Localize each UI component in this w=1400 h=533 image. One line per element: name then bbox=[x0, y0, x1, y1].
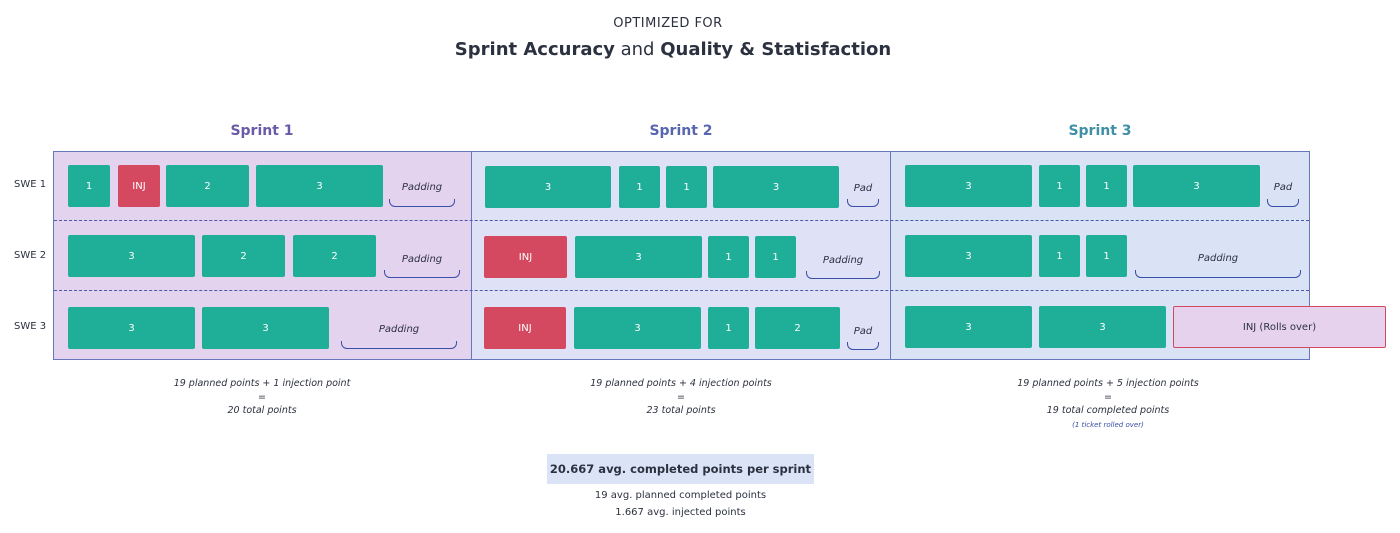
ticket: 3 bbox=[256, 165, 383, 207]
sprint-2-title: Sprint 2 bbox=[649, 123, 713, 139]
average-points-box: 20.667 avg. completed points per sprint bbox=[547, 454, 814, 484]
ticket: 3 bbox=[905, 235, 1032, 277]
ticket: 1 bbox=[1039, 165, 1080, 207]
ticket: 3 bbox=[68, 307, 195, 349]
ticket: 3 bbox=[574, 307, 701, 349]
ticket: 3 bbox=[575, 236, 702, 278]
padding-label: Padding bbox=[378, 324, 420, 335]
average-injected: 1.667 avg. injected points bbox=[615, 507, 746, 518]
summary-total: 20 total points bbox=[227, 405, 297, 416]
ticket: 1 bbox=[708, 236, 749, 278]
ticket: 3 bbox=[68, 235, 195, 277]
padding-label: Padding bbox=[401, 254, 443, 265]
average-planned: 19 avg. planned completed points bbox=[594, 490, 767, 501]
rollover-note: (1 ticket rolled over) bbox=[1072, 421, 1144, 429]
ticket: 1 bbox=[68, 165, 110, 207]
row-divider bbox=[54, 220, 1309, 221]
ticket: 3 bbox=[713, 166, 839, 208]
header-kicker: OPTIMIZED FOR bbox=[613, 16, 723, 31]
summary-equals: = bbox=[1104, 392, 1112, 403]
summary-line: 19 planned points + 5 injection points bbox=[1017, 378, 1199, 389]
ticket: 3 bbox=[485, 166, 611, 208]
ticket: 1 bbox=[755, 236, 796, 278]
ticket: 2 bbox=[202, 235, 285, 277]
ticket: 3 bbox=[905, 165, 1032, 207]
summary-total: 23 total points bbox=[646, 405, 716, 416]
ticket: 1 bbox=[708, 307, 749, 349]
padding-brace bbox=[384, 270, 460, 278]
row-label-swe-3: SWE 3 bbox=[14, 321, 47, 332]
rolled-over-injection-ticket: INJ (Rolls over) bbox=[1173, 306, 1386, 348]
title-sprint-accuracy: Sprint Accuracy bbox=[454, 39, 615, 60]
padding-brace bbox=[341, 341, 457, 349]
ticket: 3 bbox=[202, 307, 329, 349]
ticket: 1 bbox=[666, 166, 707, 208]
row-label-swe-2: SWE 2 bbox=[14, 250, 47, 261]
ticket: 1 bbox=[1086, 165, 1127, 207]
summary-equals: = bbox=[677, 392, 685, 403]
injection-ticket: INJ bbox=[484, 307, 566, 349]
row-label-swe-1: SWE 1 bbox=[14, 179, 47, 190]
ticket: 2 bbox=[755, 307, 840, 349]
ticket: 2 bbox=[293, 235, 376, 277]
padding-label: Pad bbox=[1273, 182, 1293, 193]
summary-line: 19 planned points + 1 injection point bbox=[173, 378, 351, 389]
ticket: 1 bbox=[1039, 235, 1080, 277]
header-title: Sprint Accuracy and Quality & Statisfact… bbox=[0, 39, 1346, 60]
padding-brace bbox=[806, 271, 880, 279]
padding-label: Padding bbox=[822, 255, 864, 266]
title-join: and bbox=[614, 39, 661, 60]
padding-brace bbox=[847, 342, 879, 350]
padding-brace bbox=[847, 199, 879, 207]
ticket: 3 bbox=[1039, 306, 1166, 348]
padding-label: Padding bbox=[1197, 253, 1239, 264]
summary-line: 19 planned points + 4 injection points bbox=[590, 378, 772, 389]
ticket: 1 bbox=[1086, 235, 1127, 277]
padding-label: Pad bbox=[853, 183, 873, 194]
injection-ticket: INJ bbox=[118, 165, 160, 207]
padding-label: Pad bbox=[853, 326, 873, 337]
sprint-3-summary: 19 planned points + 5 injection points =… bbox=[948, 377, 1268, 432]
sprint-1-title: Sprint 1 bbox=[230, 123, 294, 139]
summary-total: 19 total completed points bbox=[1046, 405, 1170, 416]
injection-ticket: INJ bbox=[484, 236, 567, 278]
summary-equals: = bbox=[258, 392, 266, 403]
sprint-1-summary: 19 planned points + 1 injection point = … bbox=[102, 377, 422, 418]
padding-brace bbox=[1135, 270, 1301, 278]
padding-label: Padding bbox=[401, 182, 443, 193]
ticket: 3 bbox=[1133, 165, 1260, 207]
ticket: 2 bbox=[166, 165, 249, 207]
ticket: 1 bbox=[619, 166, 660, 208]
ticket: 3 bbox=[905, 306, 1032, 348]
padding-brace bbox=[1267, 199, 1299, 207]
title-quality: Quality & Statisfaction bbox=[660, 39, 892, 60]
sprint-3-title: Sprint 3 bbox=[1068, 123, 1132, 139]
row-divider bbox=[54, 290, 1309, 291]
sprint-2-summary: 19 planned points + 4 injection points =… bbox=[521, 377, 841, 418]
padding-brace bbox=[389, 199, 455, 207]
